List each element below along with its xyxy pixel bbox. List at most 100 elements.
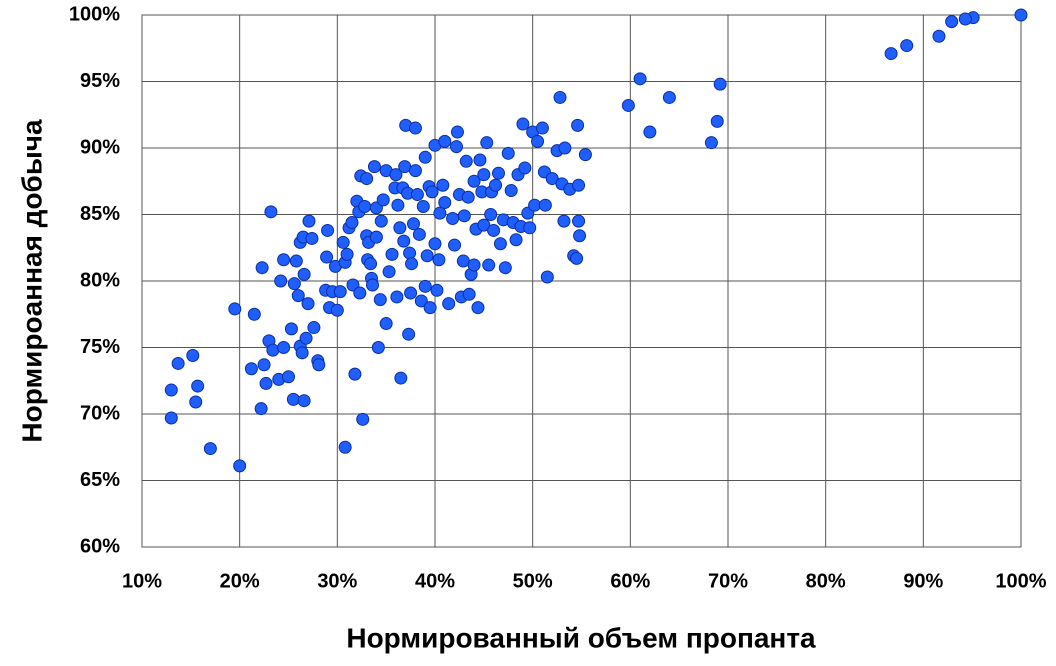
y-tick-label: 100% [69, 3, 120, 25]
point [420, 249, 434, 263]
point [297, 267, 311, 281]
point [462, 287, 476, 301]
point [643, 125, 657, 139]
point [336, 235, 350, 249]
point [330, 303, 344, 317]
point [376, 193, 390, 207]
point [302, 214, 316, 228]
point [449, 140, 463, 154]
point [345, 215, 359, 229]
point [203, 442, 217, 456]
point [379, 317, 393, 331]
point [266, 343, 280, 357]
point [360, 172, 374, 186]
point [633, 72, 647, 86]
point [473, 153, 487, 167]
point [284, 322, 298, 336]
point [428, 237, 442, 251]
point [572, 178, 586, 192]
x-tick-label: 40% [415, 570, 455, 592]
point [509, 233, 523, 247]
point [477, 218, 491, 232]
point [385, 247, 399, 261]
point [189, 395, 203, 409]
point [394, 371, 408, 385]
point [489, 178, 503, 192]
point [186, 348, 200, 362]
point [471, 301, 485, 315]
point [282, 370, 295, 384]
point [244, 362, 258, 376]
point [578, 148, 592, 162]
point [945, 15, 959, 29]
point [493, 237, 507, 251]
x-tick-label: 70% [708, 570, 748, 592]
x-tick-label: 50% [513, 570, 553, 592]
point [423, 301, 437, 315]
point [442, 297, 456, 311]
point [713, 77, 727, 91]
point [418, 150, 432, 164]
point [382, 265, 396, 279]
y-tick-label: 85% [80, 203, 120, 225]
point [191, 379, 205, 393]
point [374, 214, 388, 228]
point [407, 217, 421, 231]
point [540, 270, 554, 284]
point [358, 200, 372, 214]
point [412, 227, 426, 241]
x-tick-label: 60% [610, 570, 650, 592]
point [398, 160, 412, 174]
point [480, 136, 494, 150]
point [557, 214, 571, 228]
point [397, 234, 411, 248]
point [418, 279, 432, 293]
point [247, 307, 261, 321]
point [531, 134, 545, 148]
point [518, 161, 532, 175]
point [373, 293, 387, 307]
point [393, 221, 407, 235]
point [403, 246, 417, 260]
x-tick-label: 80% [806, 570, 846, 592]
point [516, 117, 530, 131]
point [438, 134, 452, 148]
point [402, 327, 416, 341]
point [348, 367, 362, 381]
point [621, 98, 635, 112]
point [571, 118, 585, 132]
point [277, 253, 291, 267]
point [295, 346, 309, 360]
y-tick-label: 90% [80, 136, 120, 158]
point [408, 121, 422, 135]
point [286, 392, 300, 406]
point [456, 254, 470, 268]
point [297, 394, 311, 408]
point [171, 356, 185, 370]
point [958, 12, 972, 26]
point [491, 166, 505, 180]
point [364, 257, 378, 271]
point [367, 160, 381, 174]
point [523, 221, 537, 235]
point [467, 258, 481, 272]
point [570, 251, 584, 265]
point [459, 154, 473, 168]
point [164, 383, 178, 397]
point [467, 174, 481, 188]
point [498, 261, 512, 275]
point [1014, 8, 1028, 22]
y-tick-label: 70% [80, 402, 120, 424]
point [338, 440, 352, 454]
point [365, 278, 379, 292]
point [528, 198, 542, 212]
point [277, 341, 291, 354]
point [299, 331, 313, 345]
point [558, 141, 572, 155]
x-tick-label: 10% [122, 570, 162, 592]
point [301, 297, 315, 311]
point [291, 289, 305, 303]
point [416, 200, 430, 214]
point [501, 146, 515, 160]
point [436, 178, 450, 192]
